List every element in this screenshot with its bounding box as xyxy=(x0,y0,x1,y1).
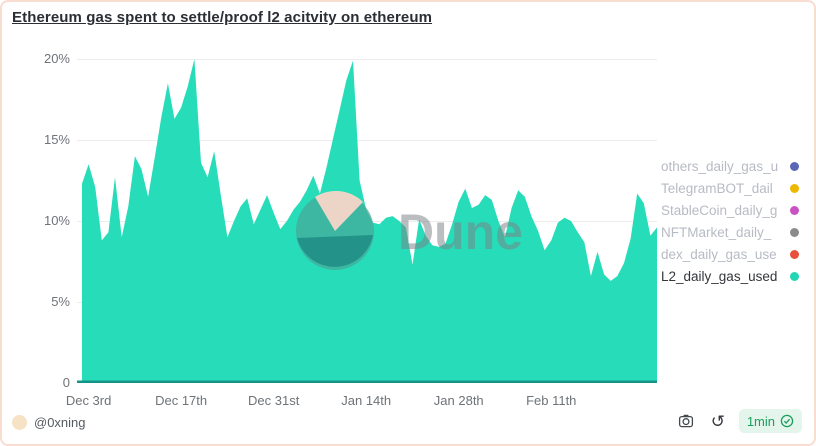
legend-item-dex[interactable]: dex_daily_gas_use xyxy=(661,243,811,265)
author-name: @0xning xyxy=(34,415,86,430)
x-axis-label: Dec 17th xyxy=(155,393,208,408)
check-circle-icon xyxy=(780,414,794,428)
y-axis-label: 15% xyxy=(43,132,70,147)
chart-legend: others_daily_gas_u TelegramBOT_dail Stab… xyxy=(661,155,811,287)
legend-dot-icon xyxy=(790,271,799,281)
x-axis-label: Jan 28th xyxy=(433,393,484,408)
legend-label: NFTMarket_daily_ xyxy=(661,224,772,240)
legend-label: others_daily_gas_u xyxy=(661,158,779,174)
refresh-interval-badge[interactable]: 1min xyxy=(738,409,802,433)
y-axis-label: 0 xyxy=(62,375,70,390)
legend-dot-icon xyxy=(790,205,799,215)
x-axis-label: Dec 31st xyxy=(248,393,300,408)
legend-item-telegrambot[interactable]: TelegramBOT_dail xyxy=(661,177,811,199)
refresh-button[interactable]: ↺ xyxy=(707,409,729,433)
x-axis-label: Jan 14th xyxy=(341,393,392,408)
area-series-l2 xyxy=(82,59,657,383)
legend-item-nftmarket[interactable]: NFTMarket_daily_ xyxy=(661,221,811,243)
legend-item-l2[interactable]: L2_daily_gas_used xyxy=(661,265,811,287)
author-link[interactable]: @0xning xyxy=(12,415,86,430)
gridline xyxy=(77,140,657,141)
legend-dot-icon xyxy=(790,227,799,237)
legend-label: TelegramBOT_dail xyxy=(661,180,773,196)
screenshot-button[interactable] xyxy=(675,409,697,433)
legend-dot-icon xyxy=(790,183,799,193)
x-axis-label: Dec 3rd xyxy=(65,393,112,408)
y-axis-label: 10% xyxy=(43,213,70,228)
y-axis-label: 20% xyxy=(43,51,70,66)
y-axis-label: 5% xyxy=(51,294,70,309)
legend-label: dex_daily_gas_use xyxy=(661,246,777,262)
refresh-icon: ↺ xyxy=(710,411,725,431)
legend-dot-icon xyxy=(790,161,799,171)
refresh-interval-label: 1min xyxy=(746,413,775,429)
camera-icon xyxy=(678,414,693,428)
legend-item-stablecoin[interactable]: StableCoin_daily_g xyxy=(661,199,811,221)
footer-actions: ↺ 1min xyxy=(675,409,802,433)
legend-item-others[interactable]: others_daily_gas_u xyxy=(661,155,811,177)
legend-dot-icon xyxy=(790,249,799,259)
legend-label: StableCoin_daily_g xyxy=(661,202,778,218)
gridline xyxy=(77,59,657,60)
x-axis-label: Feb 11th xyxy=(526,393,577,408)
author-avatar xyxy=(12,415,27,430)
plot-area xyxy=(77,59,657,383)
legend-label: L2_daily_gas_used xyxy=(661,268,778,284)
chart-title[interactable]: Ethereum gas spent to settle/proof l2 ac… xyxy=(12,9,433,26)
